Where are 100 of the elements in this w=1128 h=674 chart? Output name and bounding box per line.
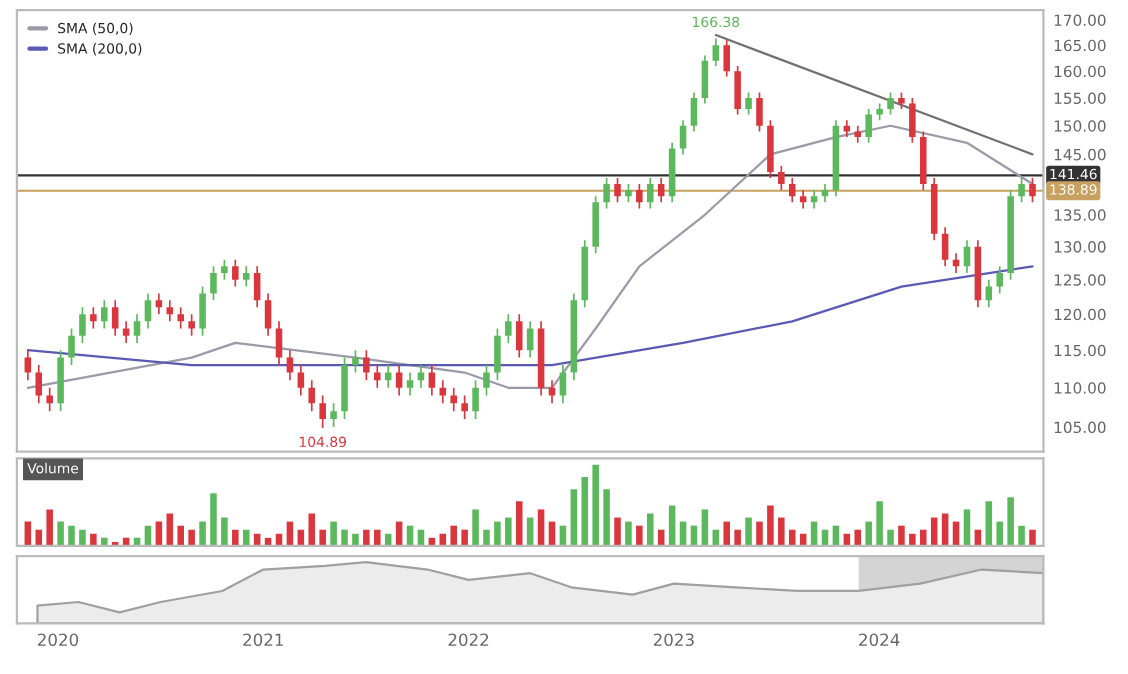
candlestick bbox=[679, 119, 687, 156]
candlestick bbox=[177, 306, 184, 330]
candlestick bbox=[275, 320, 283, 366]
bar bbox=[232, 529, 239, 546]
bar bbox=[854, 529, 862, 546]
candlestick bbox=[1018, 177, 1025, 204]
bar bbox=[668, 505, 676, 546]
bar bbox=[745, 517, 752, 546]
candlestick bbox=[767, 119, 774, 179]
candlestick bbox=[778, 165, 785, 191]
candlestick bbox=[526, 320, 534, 359]
candlestick bbox=[821, 183, 829, 204]
bar bbox=[581, 476, 589, 546]
candlestick bbox=[133, 313, 141, 344]
candlestick bbox=[788, 177, 796, 204]
bar bbox=[90, 533, 97, 546]
bar bbox=[363, 529, 370, 546]
bar bbox=[177, 525, 184, 546]
bar bbox=[46, 509, 53, 546]
bar bbox=[592, 464, 599, 546]
candlestick bbox=[297, 364, 305, 397]
candlestick bbox=[657, 177, 665, 204]
candlestick bbox=[996, 265, 1003, 295]
bar bbox=[68, 525, 75, 546]
bar bbox=[374, 529, 381, 546]
bar bbox=[319, 529, 326, 546]
candlestick bbox=[723, 39, 730, 78]
bar bbox=[308, 513, 316, 546]
bar bbox=[756, 521, 763, 546]
candlestick bbox=[428, 364, 436, 397]
bar bbox=[341, 529, 348, 546]
candlestick bbox=[155, 292, 163, 316]
bar bbox=[483, 529, 490, 546]
candlestick bbox=[122, 320, 130, 344]
bar bbox=[788, 529, 796, 546]
candlestick bbox=[221, 258, 228, 281]
candlestick bbox=[472, 379, 479, 420]
bar bbox=[898, 525, 905, 546]
candlestick bbox=[253, 265, 261, 309]
bar bbox=[778, 517, 785, 546]
candlestick bbox=[647, 177, 654, 210]
candlestick bbox=[712, 37, 720, 67]
bar bbox=[996, 521, 1003, 546]
bar bbox=[1029, 529, 1036, 546]
candlestick bbox=[79, 306, 86, 344]
candlestick bbox=[363, 349, 370, 381]
candlestick bbox=[144, 292, 152, 330]
bar bbox=[614, 517, 621, 546]
candlestick bbox=[636, 183, 643, 210]
bar bbox=[199, 521, 206, 546]
bar bbox=[636, 525, 643, 546]
bar bbox=[472, 509, 479, 546]
bar bbox=[603, 489, 610, 546]
candlestick bbox=[941, 226, 949, 268]
bar bbox=[887, 529, 894, 546]
candlestick bbox=[701, 54, 709, 105]
candlestick bbox=[515, 313, 523, 359]
bar bbox=[723, 521, 730, 546]
candlestick bbox=[35, 364, 43, 405]
bar bbox=[570, 489, 578, 546]
bar bbox=[876, 501, 883, 546]
candlestick bbox=[68, 327, 75, 366]
candlestick bbox=[592, 195, 599, 255]
candlestick bbox=[199, 285, 206, 337]
x-tick-label: 2023 bbox=[653, 633, 694, 647]
bar bbox=[221, 517, 228, 546]
x-tick-label: 2024 bbox=[859, 633, 900, 647]
candlestick bbox=[57, 349, 64, 412]
candlestick bbox=[548, 379, 556, 405]
candlestick bbox=[625, 183, 632, 204]
candlestick bbox=[166, 299, 174, 323]
x-tick-label: 2022 bbox=[448, 633, 489, 647]
candlestick bbox=[450, 386, 457, 412]
candlestick bbox=[1029, 177, 1036, 204]
bar bbox=[461, 529, 468, 546]
bar bbox=[1007, 497, 1014, 546]
bar bbox=[647, 513, 654, 546]
candlestick bbox=[101, 299, 108, 330]
bar bbox=[767, 505, 774, 546]
candlestick bbox=[395, 364, 403, 397]
candlestick bbox=[111, 299, 119, 337]
bar bbox=[963, 509, 971, 546]
candlestick bbox=[920, 130, 927, 191]
bar bbox=[1018, 525, 1025, 546]
candlestick bbox=[483, 364, 490, 397]
candlestick bbox=[264, 292, 272, 337]
candlestick bbox=[887, 91, 894, 116]
candlestick bbox=[909, 97, 916, 144]
candlestick bbox=[494, 327, 501, 381]
candlestick bbox=[810, 189, 818, 210]
x-tick-label: 2021 bbox=[243, 633, 283, 647]
candlestick bbox=[461, 394, 468, 420]
bar bbox=[865, 521, 872, 546]
candlestick bbox=[734, 65, 741, 116]
candlestick bbox=[406, 371, 414, 397]
bar bbox=[242, 529, 250, 546]
bar bbox=[450, 525, 457, 546]
candlestick bbox=[341, 356, 348, 420]
bar bbox=[920, 529, 927, 546]
candlestick bbox=[286, 349, 294, 381]
